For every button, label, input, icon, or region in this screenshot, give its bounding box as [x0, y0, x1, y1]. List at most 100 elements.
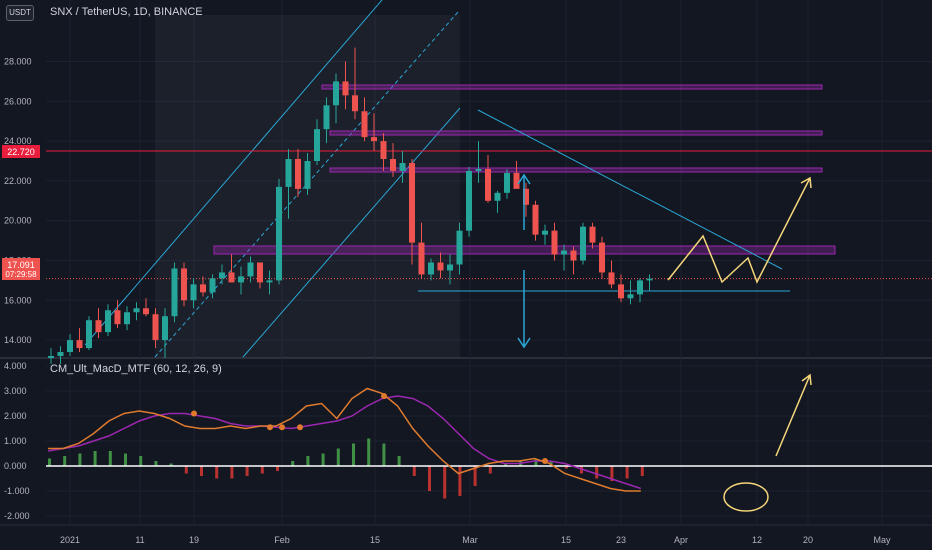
candle-body [266, 280, 273, 283]
x-tick-label: Apr [674, 535, 688, 545]
candle-body [181, 268, 187, 301]
candle-body [513, 172, 520, 189]
macd-histogram-bar [245, 466, 249, 476]
down-arrow-head [517, 337, 531, 349]
descending-trendline [477, 109, 783, 270]
price-zone [213, 245, 836, 255]
projection-zigzag [667, 177, 811, 284]
candle-body [551, 230, 558, 255]
y-tick-label: 14.000 [4, 335, 32, 345]
candle-body [466, 170, 472, 231]
candle-body [114, 310, 121, 325]
candle-body [570, 250, 577, 261]
candle-body [86, 320, 92, 349]
currency-badge[interactable]: USDT [6, 5, 34, 21]
candle-body [418, 242, 425, 275]
macd-histogram-bar [260, 466, 264, 474]
macd-histogram-bar [397, 456, 401, 466]
macd-histogram-bar [473, 466, 477, 486]
candle-body [352, 95, 358, 112]
macd-cross-dot [279, 424, 285, 431]
macd-histogram-bar [534, 458, 538, 466]
candle-body [247, 262, 254, 277]
y-tick-label: 22.000 [4, 176, 32, 186]
macd-histogram-bar [230, 466, 234, 479]
macd-histogram-bar [352, 443, 355, 466]
macd-histogram-bar [200, 466, 203, 476]
candle-body [542, 230, 548, 235]
candle-body [228, 272, 235, 283]
macd-histogram-bar [139, 456, 143, 466]
candle-body [209, 278, 216, 293]
x-tick-label: 11 [135, 535, 144, 545]
macd-histogram-bar [640, 466, 644, 476]
candle-body [390, 159, 396, 171]
candle-body [475, 168, 482, 171]
candle-body [504, 172, 510, 193]
macd-histogram-bar [215, 466, 219, 479]
macd-histogram-bar [625, 466, 629, 479]
candle-body [238, 276, 244, 283]
projection-arrow-head [800, 176, 812, 189]
x-tick-label: 20 [803, 535, 813, 545]
candle-body [646, 278, 653, 281]
macd-histogram-bar [276, 466, 279, 471]
candle-body [304, 161, 311, 189]
macd-histogram-bar [63, 456, 67, 466]
macd-histogram-bar [549, 461, 553, 466]
candle-body [323, 105, 330, 130]
marked-level-tag [2, 145, 40, 158]
x-tick-label: 15 [370, 535, 380, 545]
channel-lower-line [242, 107, 461, 358]
candle-body [485, 168, 491, 201]
macd-cross-dot [542, 458, 548, 464]
macd-y-tick-label: 2.000 [4, 411, 27, 421]
macd-histogram-bar [336, 448, 340, 466]
macd-histogram-bar [412, 466, 416, 476]
macd-cross-dot [191, 410, 197, 417]
channel-upper-line [84, 0, 383, 346]
candle-body [618, 284, 624, 299]
candle-body [171, 268, 178, 317]
countdown-label: 07:29:58 [5, 270, 37, 279]
macd-histogram-bar [458, 466, 462, 496]
macd-projection-arrow [775, 374, 811, 457]
candle-body [361, 111, 368, 138]
candle-body [342, 81, 349, 96]
candle-body [447, 264, 453, 271]
macd-histogram-bar [48, 458, 51, 466]
candle-body [190, 284, 197, 301]
macd-histogram-bar [443, 466, 447, 499]
macd-y-tick-label: 0.000 [4, 461, 27, 471]
y-tick-label: 26.000 [4, 96, 32, 106]
macd-histogram-bar [504, 463, 507, 466]
candle-body [152, 314, 159, 341]
price-zone [321, 84, 823, 90]
y-tick-label: 24.000 [4, 136, 32, 146]
highlight-ellipse [723, 482, 769, 512]
macd-y-tick-label: 1.000 [4, 436, 27, 446]
candle-body [333, 81, 339, 106]
candle-body [599, 242, 605, 273]
x-tick-label: 15 [561, 535, 571, 545]
macd-histogram-bar [78, 453, 82, 466]
current-price-label: 17.091 [7, 260, 35, 270]
macd-indicator-title[interactable]: CM_Ult_MacD_MTF (60, 12, 26, 9) [50, 363, 222, 375]
macd-histogram-bar [93, 451, 97, 466]
candle-body [67, 340, 73, 353]
macd-histogram-bar [184, 466, 188, 474]
up-arrow-head [517, 173, 531, 185]
candle-body [76, 340, 83, 349]
candle-body [532, 204, 539, 235]
x-tick-label: Mar [462, 535, 478, 545]
macd-histogram-bar [108, 451, 112, 466]
candle-body [200, 284, 206, 293]
candle-body [57, 352, 64, 357]
price-zone [329, 130, 823, 136]
candle-body [133, 308, 140, 313]
macd-projection-arrow-head [801, 373, 812, 386]
candle-body [561, 250, 567, 255]
x-tick-label: 12 [752, 535, 762, 545]
